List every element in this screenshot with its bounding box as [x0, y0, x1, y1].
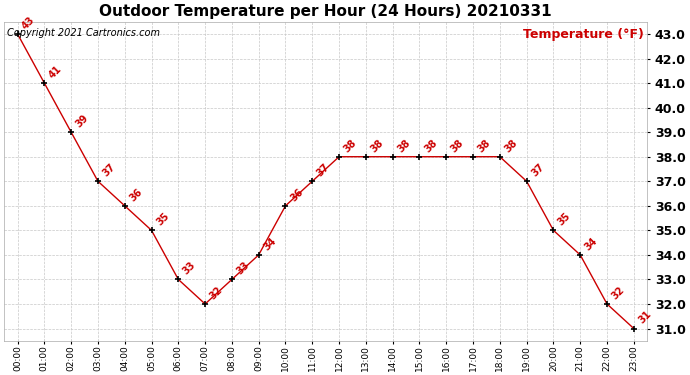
Text: 34: 34: [262, 236, 278, 252]
Text: 38: 38: [395, 137, 412, 154]
Text: 37: 37: [315, 162, 332, 178]
Text: 41: 41: [47, 64, 63, 80]
Text: 38: 38: [476, 137, 493, 154]
Text: Temperature (°F): Temperature (°F): [523, 28, 644, 41]
Text: 34: 34: [583, 236, 600, 252]
Text: 35: 35: [155, 211, 171, 228]
Text: 39: 39: [74, 113, 90, 129]
Title: Outdoor Temperature per Hour (24 Hours) 20210331: Outdoor Temperature per Hour (24 Hours) …: [99, 4, 552, 19]
Text: 33: 33: [181, 260, 198, 277]
Text: 31: 31: [637, 309, 653, 326]
Text: 37: 37: [101, 162, 117, 178]
Text: Copyright 2021 Cartronics.com: Copyright 2021 Cartronics.com: [8, 28, 160, 38]
Text: 43: 43: [20, 15, 37, 31]
Text: 36: 36: [128, 186, 144, 203]
Text: 38: 38: [502, 137, 520, 154]
Text: 38: 38: [449, 137, 466, 154]
Text: 35: 35: [556, 211, 573, 228]
Text: 32: 32: [610, 285, 627, 301]
Text: 38: 38: [342, 137, 359, 154]
Text: 38: 38: [368, 137, 385, 154]
Text: 37: 37: [529, 162, 546, 178]
Text: 32: 32: [208, 285, 224, 301]
Text: 38: 38: [422, 137, 439, 154]
Text: 36: 36: [288, 186, 305, 203]
Text: 33: 33: [235, 260, 251, 277]
